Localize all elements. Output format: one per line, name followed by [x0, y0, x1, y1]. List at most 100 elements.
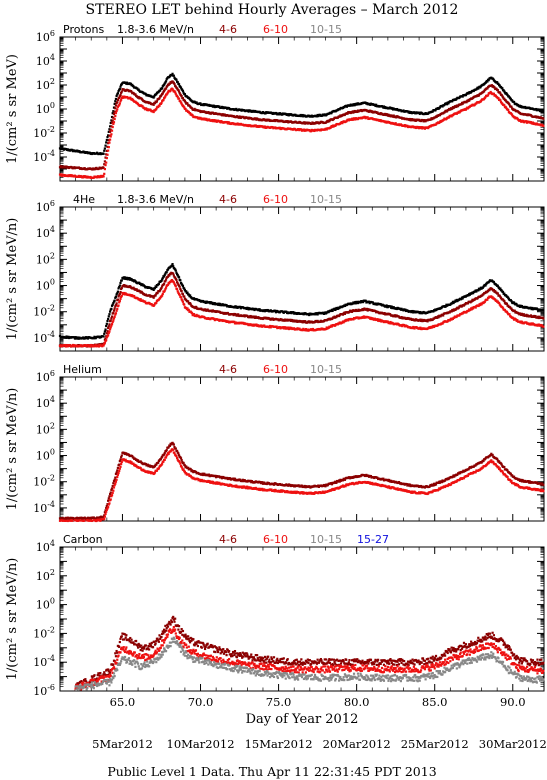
data-point: [110, 317, 113, 320]
data-point: [116, 108, 119, 111]
data-point: [163, 273, 166, 276]
data-point: [163, 82, 166, 85]
data-point: [144, 300, 147, 303]
data-point: [175, 278, 178, 281]
data-point: [167, 83, 170, 86]
data-point: [220, 114, 224, 117]
data-point: [343, 304, 347, 308]
data-point: [423, 126, 426, 129]
data-point: [490, 84, 494, 87]
data-point: [195, 306, 198, 309]
data-point: [503, 309, 507, 312]
data-point: [233, 320, 236, 323]
data-point: [310, 130, 313, 133]
data-point: [74, 336, 77, 339]
data-point: [404, 308, 407, 311]
data-point: [455, 300, 458, 303]
data-point: [507, 108, 510, 111]
data-point: [164, 80, 168, 83]
data-point: [183, 288, 186, 292]
data-point: [114, 104, 118, 107]
data-point: [301, 321, 304, 324]
data-point: [280, 113, 283, 116]
data-point: [179, 287, 182, 291]
data-point: [382, 105, 386, 108]
data-point: [391, 115, 395, 118]
data-point: [182, 91, 185, 94]
data-point: [498, 286, 501, 289]
data-point: [176, 274, 179, 277]
data-point: [464, 94, 468, 97]
plot-frame: [59, 36, 545, 182]
data-point: [369, 103, 372, 106]
data-point: [359, 301, 362, 304]
data-point: [102, 335, 105, 338]
data-point: [247, 110, 250, 113]
data-point: [506, 93, 509, 97]
data-point: [176, 288, 179, 291]
data-point: [217, 302, 220, 305]
data-point: [518, 104, 522, 107]
data-point: [269, 324, 272, 328]
data-point: [112, 309, 116, 312]
data-point: [445, 103, 449, 106]
data-point: [162, 282, 166, 285]
data-point: [486, 298, 489, 301]
data-point: [107, 146, 110, 149]
data-point: [112, 302, 115, 305]
data-point: [108, 128, 111, 131]
data-point: [116, 290, 119, 293]
data-point: [137, 88, 140, 91]
data-point: [518, 304, 521, 307]
data-point: [447, 116, 451, 119]
series-6-10: [58, 278, 545, 348]
data-point: [130, 90, 133, 93]
data-point: [110, 115, 114, 119]
data-point: [107, 142, 110, 145]
data-point: [179, 86, 183, 89]
data-point: [304, 327, 307, 331]
data-point: [213, 119, 216, 122]
data-point: [304, 320, 307, 323]
data-point: [366, 309, 369, 312]
data-point: [494, 290, 497, 293]
data-point: [166, 91, 170, 94]
data-point: [356, 110, 359, 114]
data-point: [65, 335, 68, 338]
data-point: [118, 102, 121, 105]
legend-label: 1.8-3.6 MeV/n: [117, 193, 194, 206]
data-point: [538, 315, 541, 318]
data-point: [123, 276, 127, 279]
data-point: [111, 320, 114, 324]
data-point: [58, 166, 62, 169]
data-point: [186, 102, 189, 105]
data-point: [112, 317, 116, 320]
data-point: [468, 99, 471, 102]
y-axis-label: 1/(cm² s sr MeV/n): [5, 218, 20, 341]
data-point: [123, 291, 126, 295]
data-point: [113, 117, 116, 121]
data-point: [155, 100, 159, 103]
data-point: [282, 326, 285, 329]
data-point: [392, 306, 395, 309]
data-point: [420, 318, 423, 321]
data-point: [511, 99, 514, 102]
data-point: [170, 74, 173, 77]
data-point: [180, 95, 183, 98]
data-point: [420, 126, 423, 129]
data-point: [161, 87, 164, 90]
data-point: [181, 284, 185, 288]
data-point: [113, 299, 116, 302]
data-point: [164, 81, 167, 84]
data-point: [103, 332, 106, 335]
data-point: [73, 337, 77, 340]
data-point: [106, 145, 109, 148]
data-point: [107, 130, 110, 133]
data-point: [497, 97, 500, 100]
data-point: [331, 309, 334, 312]
data-point: [172, 274, 175, 277]
data-point: [451, 300, 455, 303]
data-point: [119, 290, 122, 294]
data-point: [166, 84, 169, 88]
data-point: [132, 85, 135, 88]
